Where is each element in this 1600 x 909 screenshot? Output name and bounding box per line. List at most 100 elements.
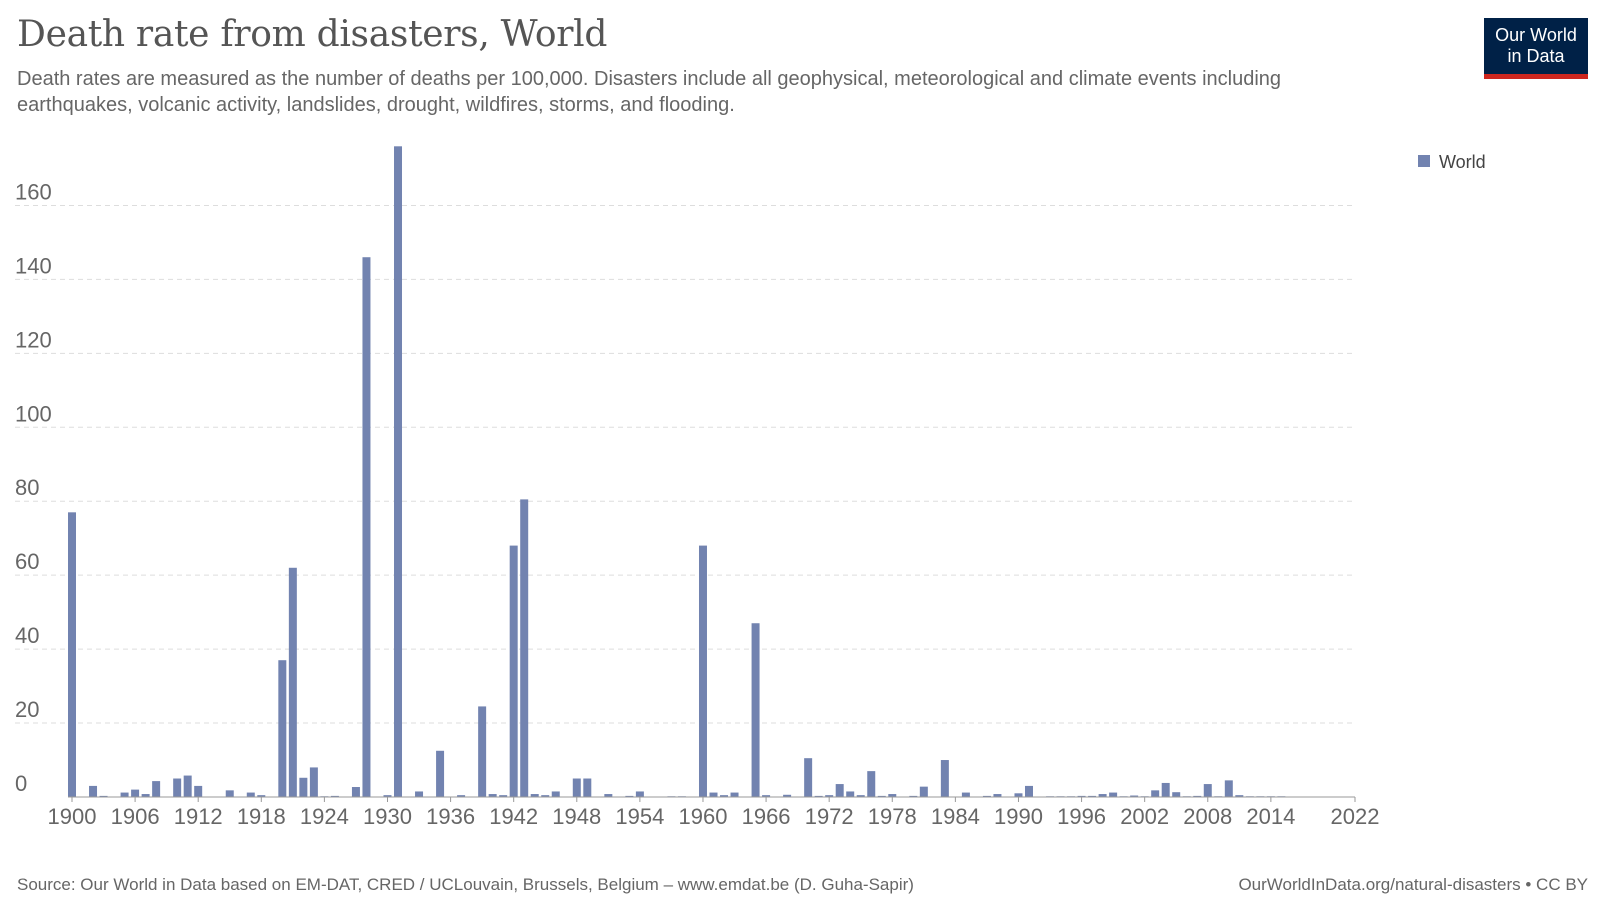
bar-1907 (141, 794, 150, 797)
bar-1917 (246, 792, 255, 797)
bar-1983 (940, 760, 949, 797)
bar-1902 (89, 785, 98, 797)
bar-1911 (183, 775, 192, 797)
bar-1908 (152, 781, 161, 797)
bar-1928 (362, 257, 371, 797)
credit-link[interactable]: OurWorldInData.org/natural-disasters • C… (1238, 875, 1588, 894)
x-tick-label-1906: 1906 (111, 804, 160, 829)
bar-1939 (478, 706, 487, 797)
y-tick-label-0: 0 (15, 771, 27, 796)
bar-1977 (877, 795, 886, 797)
y-tick-label-80: 80 (15, 475, 39, 500)
logo-line-2: in Data (1507, 46, 1565, 66)
owid-logo[interactable]: Our World in Data (1484, 18, 1588, 79)
x-tick-label-1918: 1918 (237, 804, 286, 829)
bar-1978 (888, 794, 897, 797)
bar-1933 (415, 791, 424, 797)
bar-1943 (520, 499, 529, 797)
x-axis-tick-labels: 1900 1906 1912 1918 1924 1930 1936 1942 1948 1954… (48, 804, 1380, 829)
gridlines (15, 204, 1355, 724)
bar-1940 (488, 794, 497, 797)
chart-title: Death rate from disasters, World (17, 14, 608, 55)
y-tick-label-120: 120 (15, 327, 52, 352)
x-tick-label-1942: 1942 (489, 804, 538, 829)
bar-1973 (835, 784, 844, 797)
bar-2008 (1203, 784, 1212, 797)
bar-1920 (278, 660, 287, 797)
x-tick-label-1966: 1966 (742, 804, 791, 829)
bar-1976 (867, 771, 876, 797)
bar-1927 (351, 787, 360, 797)
bar-1949 (583, 778, 592, 797)
bar-1965 (751, 623, 760, 797)
y-tick-label-20: 20 (15, 697, 39, 722)
bar-2010 (1224, 780, 1233, 797)
bar-1991 (1024, 785, 1033, 797)
x-tick-label-1984: 1984 (931, 804, 980, 829)
bar-1980 (909, 795, 918, 797)
x-tick-label-1972: 1972 (805, 804, 854, 829)
bar-1962 (720, 795, 729, 797)
bar-1966 (762, 795, 771, 797)
bar-1990 (1014, 793, 1023, 797)
bar-1951 (604, 794, 613, 797)
logo-line-1: Our World (1495, 25, 1577, 45)
x-axis-tick-marks (71, 797, 1356, 802)
bar-1996 (1077, 795, 1086, 797)
legend[interactable]: World (1418, 152, 1486, 172)
bar-2001 (1130, 795, 1139, 797)
bar-1930 (383, 795, 392, 797)
x-tick-label-2002: 2002 (1120, 804, 1169, 829)
bar-1906 (131, 789, 140, 797)
x-tick-label-1960: 1960 (679, 804, 728, 829)
bar-1998 (1098, 794, 1107, 797)
bar-1921 (288, 567, 297, 797)
bar-1918 (257, 795, 266, 797)
chart-subtitle: Death rates are measured as the number o… (17, 68, 1282, 116)
y-axis-tick-labels: 0 20 40 60 80 100 120 140 160 (15, 179, 52, 796)
bar-1942 (509, 545, 518, 797)
bar-1974 (846, 791, 855, 797)
bar-1961 (709, 792, 718, 797)
x-tick-label-1924: 1924 (300, 804, 349, 829)
bar-1988 (993, 794, 1002, 797)
bar-1985 (961, 792, 970, 797)
bar-1970 (804, 758, 813, 797)
bar-1960 (698, 545, 707, 797)
bar-2004 (1161, 782, 1170, 797)
x-tick-label-1996: 1996 (1057, 804, 1106, 829)
y-tick-label-100: 100 (15, 401, 52, 426)
bar-2005 (1172, 792, 1181, 797)
x-tick-label-1900: 1900 (48, 804, 97, 829)
bar-2003 (1151, 790, 1160, 797)
bar-1903 (99, 795, 108, 797)
bar-1948 (572, 778, 581, 797)
x-tick-label-2008: 2008 (1183, 804, 1232, 829)
bar-1937 (457, 795, 466, 797)
bar-1999 (1109, 792, 1118, 797)
y-tick-label-160: 160 (15, 179, 52, 204)
y-tick-label-140: 140 (15, 253, 52, 278)
bar-1944 (530, 794, 539, 797)
legend-label-world: World (1439, 152, 1486, 172)
bar-1945 (541, 795, 550, 797)
legend-swatch-world (1418, 155, 1430, 167)
y-tick-label-60: 60 (15, 549, 39, 574)
bar-1941 (499, 795, 508, 797)
x-tick-label-2022: 2022 (1331, 804, 1380, 829)
x-tick-label-1954: 1954 (615, 804, 664, 829)
x-tick-label-1912: 1912 (174, 804, 223, 829)
x-tick-label-1978: 1978 (868, 804, 917, 829)
x-tick-label-1930: 1930 (363, 804, 412, 829)
bar-1935 (436, 750, 445, 797)
bar-1971 (814, 795, 823, 797)
bar-1925 (330, 795, 339, 797)
bar-1900 (68, 512, 76, 797)
bar-1987 (982, 795, 991, 797)
bar-1905 (120, 792, 129, 797)
bar-1968 (783, 794, 792, 797)
bar-1931 (394, 146, 403, 797)
bar-2007 (1193, 795, 1202, 797)
bars (68, 146, 1286, 798)
